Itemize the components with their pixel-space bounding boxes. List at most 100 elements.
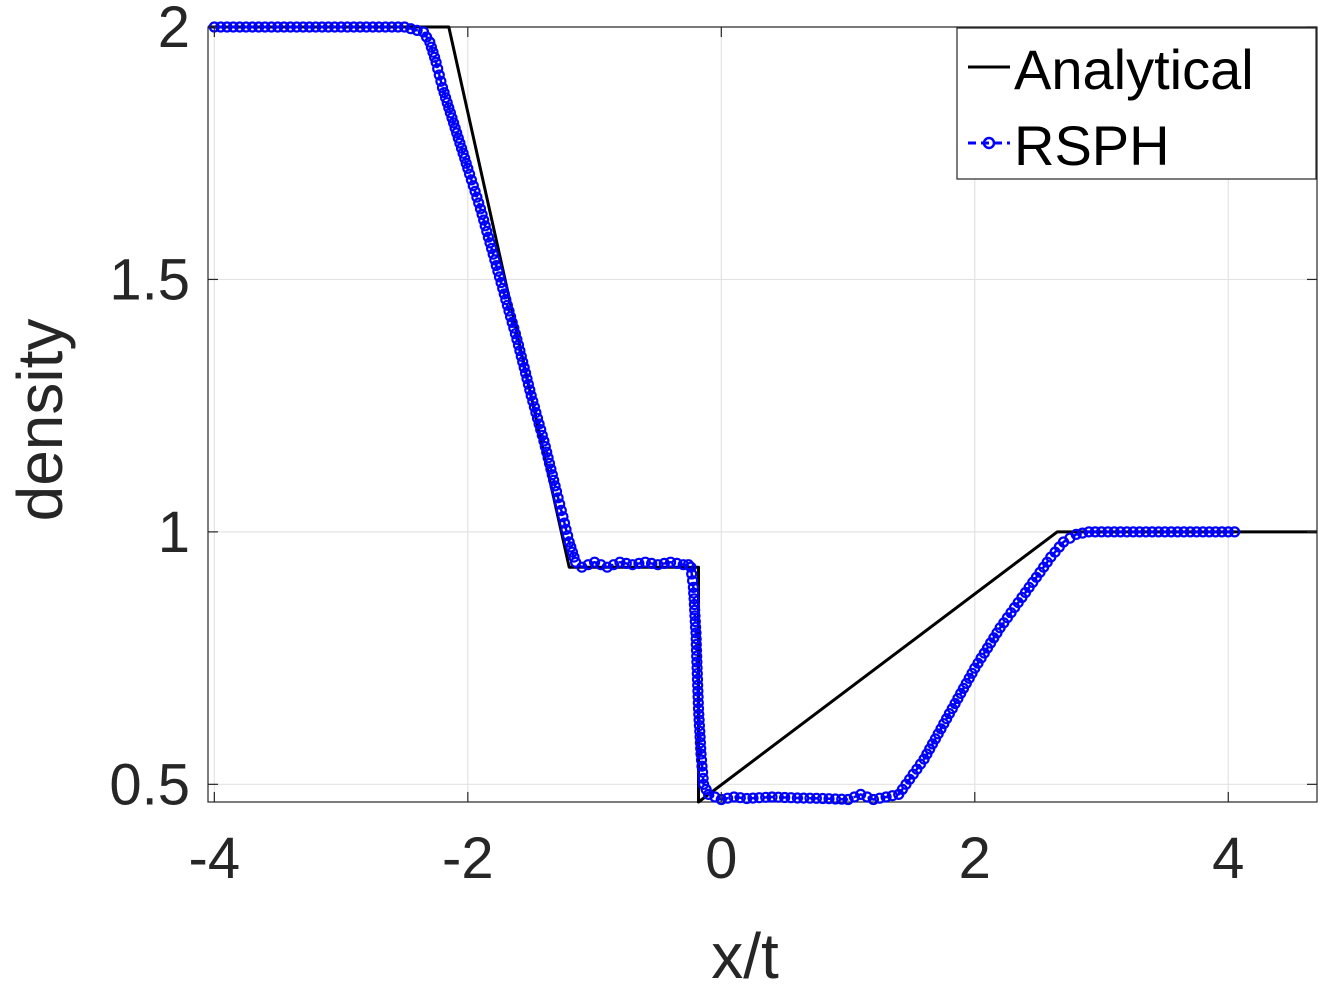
rsph-point bbox=[443, 102, 455, 114]
legend-rsph-label: RSPH bbox=[1014, 114, 1170, 177]
rsph-point bbox=[671, 557, 683, 570]
rsph-point bbox=[543, 457, 556, 469]
rsph-point bbox=[691, 656, 703, 668]
rsph-point bbox=[798, 792, 810, 804]
rsph-point bbox=[766, 791, 778, 803]
rsph-point bbox=[459, 152, 471, 164]
rsph-point bbox=[505, 311, 517, 323]
rsph-point bbox=[455, 142, 468, 154]
rsph-point bbox=[533, 418, 545, 430]
rsph-point bbox=[509, 328, 522, 340]
rsph-point bbox=[1159, 526, 1171, 538]
rsph-point bbox=[829, 793, 842, 805]
rsph-point bbox=[690, 644, 703, 656]
rsph-point bbox=[692, 685, 704, 697]
rsph-point bbox=[528, 401, 541, 413]
rsph-point bbox=[1222, 526, 1234, 538]
rsph-point bbox=[405, 23, 417, 35]
rsph-point bbox=[709, 791, 721, 803]
rsph-point bbox=[691, 662, 703, 674]
legend-analytical-label: Analytical bbox=[1014, 38, 1254, 101]
rsph-point bbox=[379, 21, 391, 33]
rsph-point bbox=[693, 714, 705, 726]
rsph-point bbox=[500, 294, 512, 306]
legend-box bbox=[956, 27, 1317, 180]
rsph-point bbox=[1095, 526, 1108, 538]
rsph-point bbox=[542, 452, 554, 464]
y-tick-label: 1 bbox=[158, 500, 190, 565]
rsph-point bbox=[272, 21, 284, 33]
rsph-point bbox=[779, 791, 791, 804]
rsph-point bbox=[498, 288, 510, 300]
rsph-point bbox=[433, 69, 445, 81]
rsph-point bbox=[695, 754, 708, 766]
rsph-point bbox=[392, 21, 404, 33]
rsph-point bbox=[335, 21, 347, 33]
rsph-point bbox=[501, 299, 513, 311]
rsph-point bbox=[446, 112, 458, 124]
rsph-point bbox=[747, 792, 759, 804]
legend: Analytical RSPH bbox=[956, 27, 1317, 180]
rsph-point bbox=[348, 21, 360, 33]
rsph-point bbox=[354, 21, 366, 33]
rsph-point bbox=[467, 180, 479, 192]
rsph-point bbox=[506, 316, 518, 328]
rsph-point bbox=[517, 356, 529, 368]
rsph-point bbox=[1089, 526, 1101, 538]
rsph-point bbox=[692, 697, 704, 709]
rsph-point bbox=[521, 373, 533, 385]
rsph-point bbox=[538, 435, 550, 447]
rsph-point bbox=[560, 523, 572, 536]
y-axis-label: density bbox=[4, 319, 76, 522]
rsph-point bbox=[565, 541, 577, 553]
rsph-point bbox=[692, 691, 704, 703]
rsph-point bbox=[685, 561, 697, 573]
rsph-point bbox=[497, 282, 509, 294]
rsph-point bbox=[522, 378, 535, 390]
x-tick-label: 2 bbox=[959, 826, 991, 891]
rsph-point bbox=[791, 792, 804, 804]
rsph-point bbox=[1133, 526, 1146, 538]
rsph-point bbox=[469, 185, 481, 197]
rsph-point bbox=[690, 638, 702, 651]
rsph-point bbox=[1209, 526, 1222, 538]
rsph-point bbox=[601, 561, 613, 573]
rsph-point bbox=[692, 702, 705, 715]
rsph-point bbox=[386, 21, 398, 33]
rsph-point bbox=[503, 305, 515, 317]
rsph-point bbox=[1146, 526, 1158, 538]
rsph-point bbox=[398, 21, 411, 33]
rsph-point bbox=[525, 390, 537, 402]
rsph-point bbox=[1108, 526, 1120, 538]
rsph-point bbox=[549, 480, 561, 492]
rsph-point bbox=[1076, 527, 1089, 539]
rsph-point bbox=[626, 559, 639, 571]
rsph-point bbox=[425, 41, 437, 53]
rsph-point bbox=[310, 21, 322, 33]
rsph-point bbox=[693, 719, 706, 732]
rsph-point bbox=[465, 174, 477, 186]
rsph-point bbox=[689, 621, 702, 633]
rsph-point bbox=[457, 147, 469, 159]
rsph-point bbox=[686, 568, 698, 580]
x-tick-label: -4 bbox=[189, 826, 241, 891]
rsph-point bbox=[524, 384, 536, 396]
series-line-analytical bbox=[208, 25, 1317, 804]
rsph-point bbox=[227, 21, 239, 33]
rsph-point bbox=[1121, 526, 1133, 538]
rsph-point bbox=[686, 575, 699, 587]
rsph-point bbox=[880, 791, 892, 803]
rsph-point bbox=[452, 132, 464, 144]
rsph-point bbox=[1216, 526, 1228, 538]
series-layer bbox=[208, 21, 1317, 806]
rsph-point bbox=[823, 793, 835, 805]
rsph-point bbox=[411, 24, 423, 36]
rsph-point bbox=[688, 598, 701, 611]
rsph-point bbox=[557, 511, 569, 523]
rsph-point bbox=[690, 633, 702, 645]
rsph-point bbox=[464, 168, 476, 180]
rsph-point bbox=[772, 791, 784, 803]
rsph-point bbox=[1171, 526, 1184, 538]
rsph-point bbox=[886, 790, 899, 802]
rsph-point bbox=[536, 429, 548, 441]
